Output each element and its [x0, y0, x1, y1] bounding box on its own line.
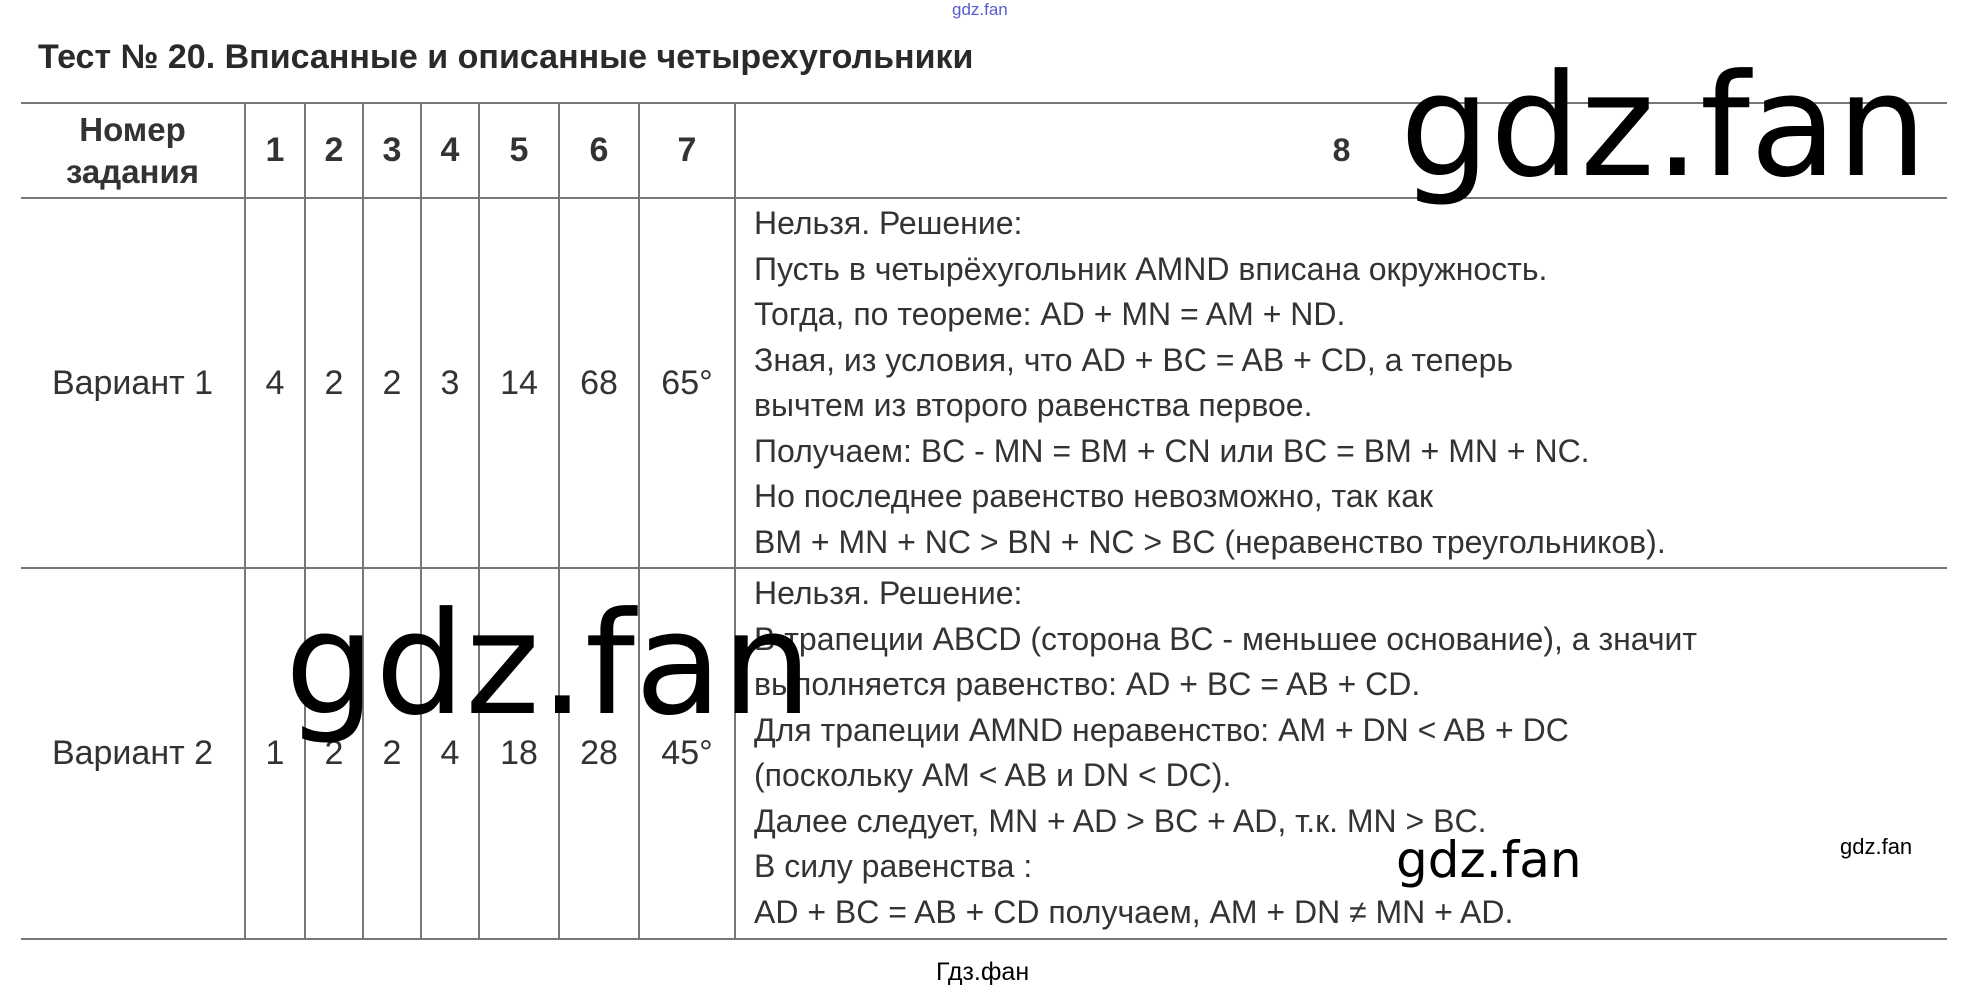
solution-line: Нельзя. Решение:	[754, 575, 1023, 611]
table-row: Вариант 1 4 2 2 3 14 68 65° Нельзя. Реше…	[21, 197, 1947, 569]
answer-cell: 2	[362, 567, 422, 940]
answer-cell: 2	[304, 197, 364, 569]
solution-line: В силу равенства :	[754, 848, 1033, 884]
solution-line: выполняется равенство: AD + BC = AB + CD…	[754, 666, 1421, 702]
solution-line: Тогда, по теореме: AD + MN = AM + ND.	[754, 296, 1346, 332]
watermark-large-middle: gdz.fan	[285, 582, 812, 747]
header-1: 1	[244, 102, 306, 199]
answer-cell: 45°	[638, 567, 736, 940]
solution-line: Зная, из условия, что AD + BC = AB + CD,…	[754, 341, 1514, 378]
variant-label: Вариант 2	[21, 567, 246, 940]
solution-line: Далее следует, MN + AD > BC + AD, т.к. M…	[754, 802, 1487, 839]
solution-cell: Нельзя. Решение: В трапеции ABCD (сторон…	[734, 567, 1947, 940]
watermark-large-top: gdz.fan	[1400, 44, 1927, 209]
solution-line: вычтем из второго равенства первое.	[754, 387, 1313, 423]
answer-cell: 65°	[638, 197, 736, 569]
solution-line: AD + BC = AB + CD получаем, AM + DN ≠ MN…	[754, 893, 1514, 930]
watermark-small: gdz.fan	[1840, 834, 1913, 859]
answer-cell: 4	[420, 567, 480, 940]
header-4: 4	[420, 102, 480, 199]
answer-cell: 68	[558, 197, 640, 569]
answer-cell: 1	[244, 567, 306, 940]
table-row: Вариант 2 1 2 2 4 18 28 45° Нельзя. Реше…	[21, 567, 1947, 940]
answer-cell: 18	[478, 567, 560, 940]
solution-cell: Нельзя. Решение: Пусть в четырёхугольник…	[734, 197, 1947, 569]
header-5: 5	[478, 102, 560, 199]
header-2: 2	[304, 102, 364, 199]
header-task-number: Номер задания	[21, 102, 246, 199]
answer-cell: 2	[304, 567, 364, 940]
answer-cell: 28	[558, 567, 640, 940]
watermark-top: gdz.fan	[952, 0, 1008, 19]
header-8: 8	[734, 102, 1947, 199]
answer-cell: 2	[362, 197, 422, 569]
answer-cell: 3	[420, 197, 480, 569]
watermark-bottom: Гдз.фан	[936, 958, 1030, 986]
answer-cell: 14	[478, 197, 560, 569]
page-title: Тест № 20. Вписанные и описанные четырех…	[38, 38, 974, 76]
header-6: 6	[558, 102, 640, 199]
solution-line: Пусть в четырёхугольник AMND вписана окр…	[754, 250, 1548, 287]
solution-line: (поскольку AM < AB и DN < DC).	[754, 757, 1232, 793]
answers-table: Номер задания 1 2 3 4 5 6 7 8 Вариант 1 …	[21, 102, 1947, 940]
solution-line: Нельзя. Решение:	[754, 205, 1023, 241]
variant-label: Вариант 1	[21, 197, 246, 569]
watermark-medium: gdz.fan	[1396, 831, 1582, 889]
header-7: 7	[638, 102, 736, 199]
header-3: 3	[362, 102, 422, 199]
solution-line: Получаем: BC - MN = BM + CN или BC = BM …	[754, 432, 1590, 469]
header-row: Номер задания 1 2 3 4 5 6 7 8	[21, 102, 1947, 199]
solution-line: Но последнее равенство невозможно, так к…	[754, 478, 1433, 514]
solution-line: BM + MN + NC > BN + NC > BC (неравенство…	[754, 523, 1666, 560]
answer-cell: 4	[244, 197, 306, 569]
solution-line: Для трапеции AMND неравенство: AM + DN <…	[754, 711, 1569, 748]
solution-line: В трапеции ABCD (сторона BC - меньшее ос…	[754, 620, 1698, 657]
